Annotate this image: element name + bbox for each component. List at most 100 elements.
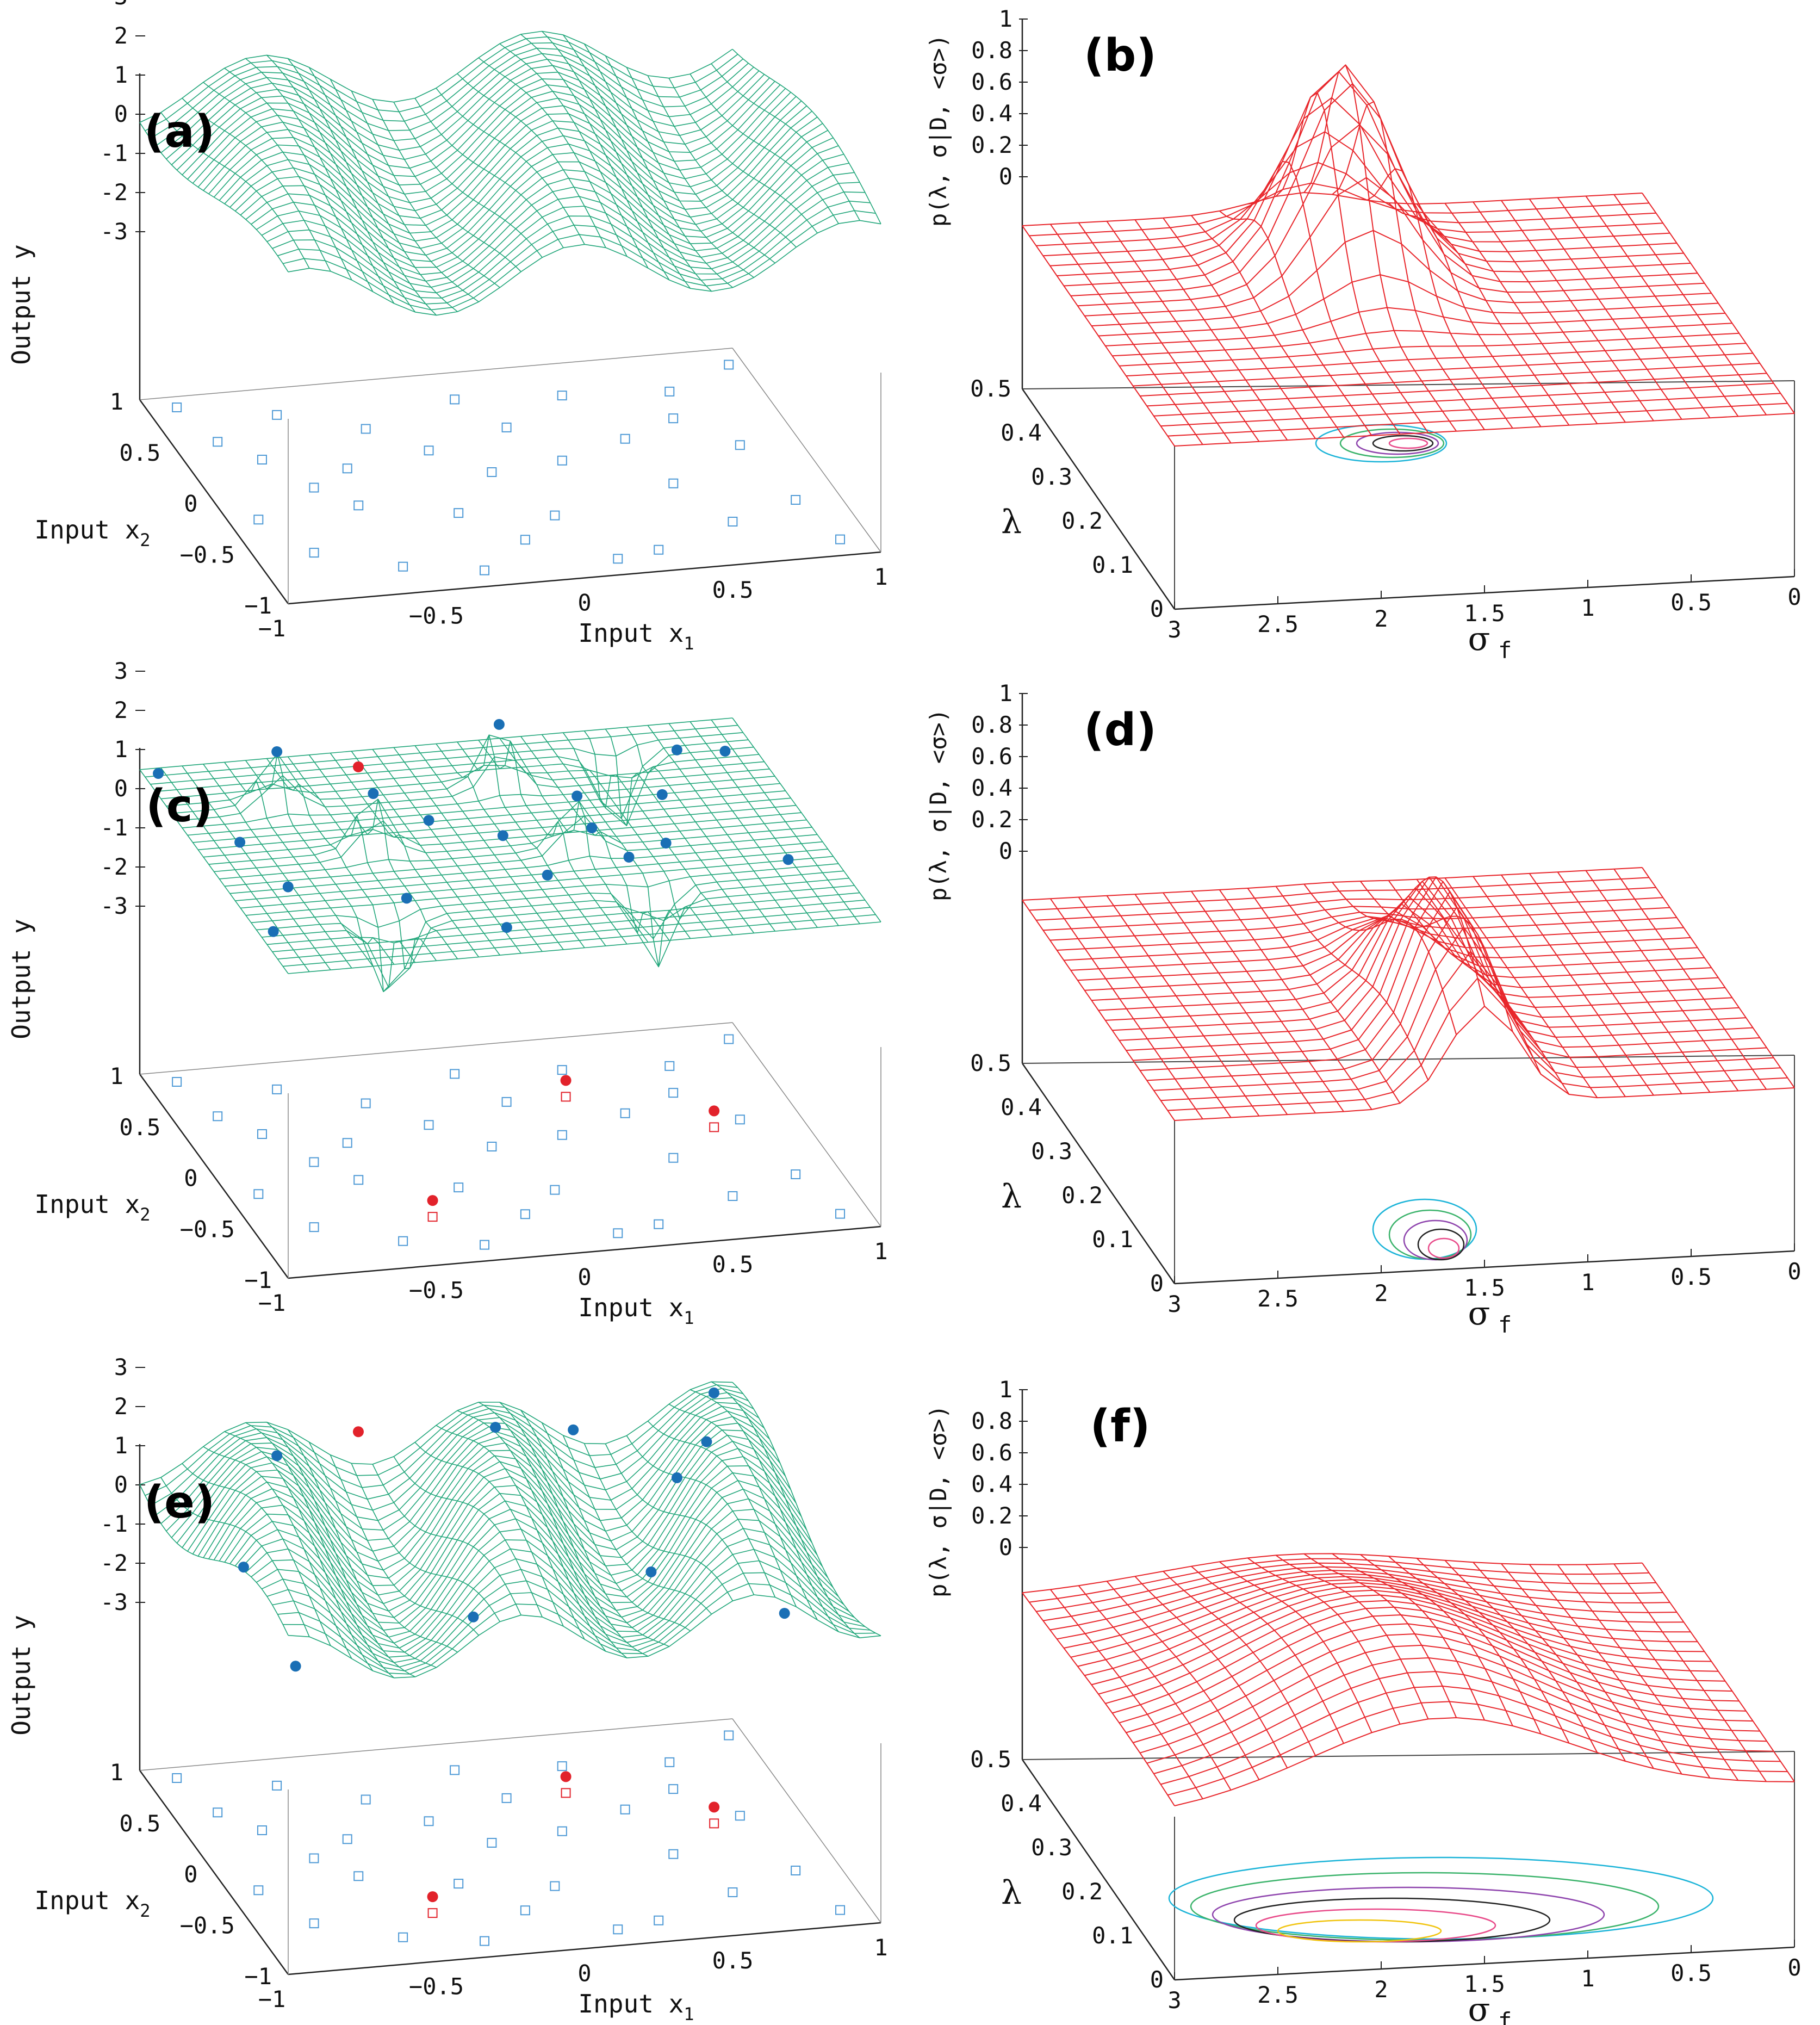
z-tick-label: -3 [100,893,128,919]
surface-gridline [1126,1623,1746,1733]
z-tick-label: 2 [114,697,128,723]
panel-label: (a) [144,106,215,158]
z-tick-label: 0 [114,775,128,802]
x-axis-label-sub: f [1498,1311,1512,1338]
surface-gridline [1098,1594,1719,1695]
surface-gridline [182,1463,331,1646]
surface-gridline [160,1477,310,1637]
z-tick-label: 0 [999,163,1013,190]
train-grid-square [342,1834,352,1844]
surface-gridline [1247,1557,1401,1725]
train-grid-square [353,1175,364,1185]
surface-gridline [372,1464,521,1615]
training-point [568,1424,579,1435]
surface-gridline [668,723,818,928]
surface-gridline [351,1463,500,1622]
surface-gridline [1501,1563,1654,1769]
training-point [782,854,794,865]
contour-line [1388,437,1428,449]
surface-gridline [160,746,754,826]
surface-gridline [1416,1558,1570,1744]
training-point [501,922,512,933]
y-tick-label: 0.5 [970,1746,1011,1773]
surface-gridline [1501,875,1654,1096]
surface-gridline [1473,876,1626,1097]
train-grid-square [550,510,560,521]
surface-gridline [1642,867,1795,1088]
surface-gridline [139,1484,289,1636]
z-tick-label: -2 [100,853,128,880]
training-point [542,869,553,881]
surface-gridline [1119,332,1740,367]
panel-d: 10.80.60.40.203 2.5 2 1.5 1 0.5 000.10.20.30.4… [925,680,1802,1338]
training-point [623,851,635,863]
contour-lines [1168,1856,1714,1943]
train-grid-square [735,440,745,450]
surface-gridline [1585,870,1739,1092]
surface-gridline [1444,203,1598,424]
x-tick-label: 1 [1581,1965,1594,1992]
surface-gridline [1529,873,1682,1094]
x-axis-label: σ [1468,1991,1490,2025]
surface-gridline [605,728,755,933]
surface-gridline [1219,889,1372,1110]
surface-gridline [1106,221,1260,442]
surface-gridline [1557,1564,1711,1779]
y-axis-label: λ [1001,1874,1022,1912]
surface-gridline [583,730,734,936]
test-point [352,1426,364,1438]
z-tick-label: 2 [114,1393,128,1420]
surface-gridline [1064,64,1684,287]
surface-gridline [160,767,310,973]
surface-gridline [166,754,759,807]
surface-gridline [520,1410,670,1647]
surface-gridline [626,1435,776,1597]
y-tick-label: 1 [110,1063,123,1089]
train-grid-square [353,1871,364,1881]
x-axis-label: Input x1 [578,618,694,654]
surface-gridline [1613,869,1767,1090]
z-axis-label: p(λ, σ|D, <σ>) [925,1405,952,1597]
train-grid-square [172,402,182,412]
surface-gridline [732,48,881,225]
train-grid-square [454,1879,464,1889]
surface-gridline [414,98,564,248]
train-grid-square [450,394,460,405]
train-grid-square [309,1918,319,1929]
z-tick-label: 0 [114,101,128,127]
x-tick-label: −1 [258,615,286,642]
surface-gridline [605,55,754,278]
test-grid-square [561,1788,571,1798]
surface-gridline [1105,1600,1725,1704]
surface-gridline [626,67,775,264]
surface-gridline [478,740,628,945]
y-tick-label: 0 [1150,1270,1164,1297]
train-grid-square [724,1730,734,1741]
x-tick-label: 2 [1374,1976,1388,2003]
surface-gridline [182,97,331,272]
gp-surface [139,30,881,316]
surface-gridline [139,30,733,123]
train-grid-square [620,1108,630,1118]
base-edge-left [1021,1063,1176,1284]
z-tick-label: -1 [100,1510,128,1537]
surface-gridline [224,761,374,967]
y-tick-label: 0.3 [1031,1138,1072,1165]
z-tick-label: -1 [100,140,128,166]
train-grid-square [728,517,738,527]
surface-gridline [330,753,480,957]
base-edge-back [139,1022,733,1075]
test-grid-square [709,1818,719,1829]
y-tick-label: 1 [110,1759,123,1786]
train-grid-square [172,1077,182,1087]
surface-gridline [1275,92,1429,434]
base-edge-left [139,1074,289,1279]
train-grid-square [520,1209,530,1219]
train-grid-square [501,422,512,432]
surface-gridline [562,732,712,937]
train-grid-square [654,1915,664,1925]
train-grid-square [480,1240,490,1250]
x-tick-label: 1.5 [1464,600,1505,627]
x-tick-label: 1 [1581,595,1594,621]
